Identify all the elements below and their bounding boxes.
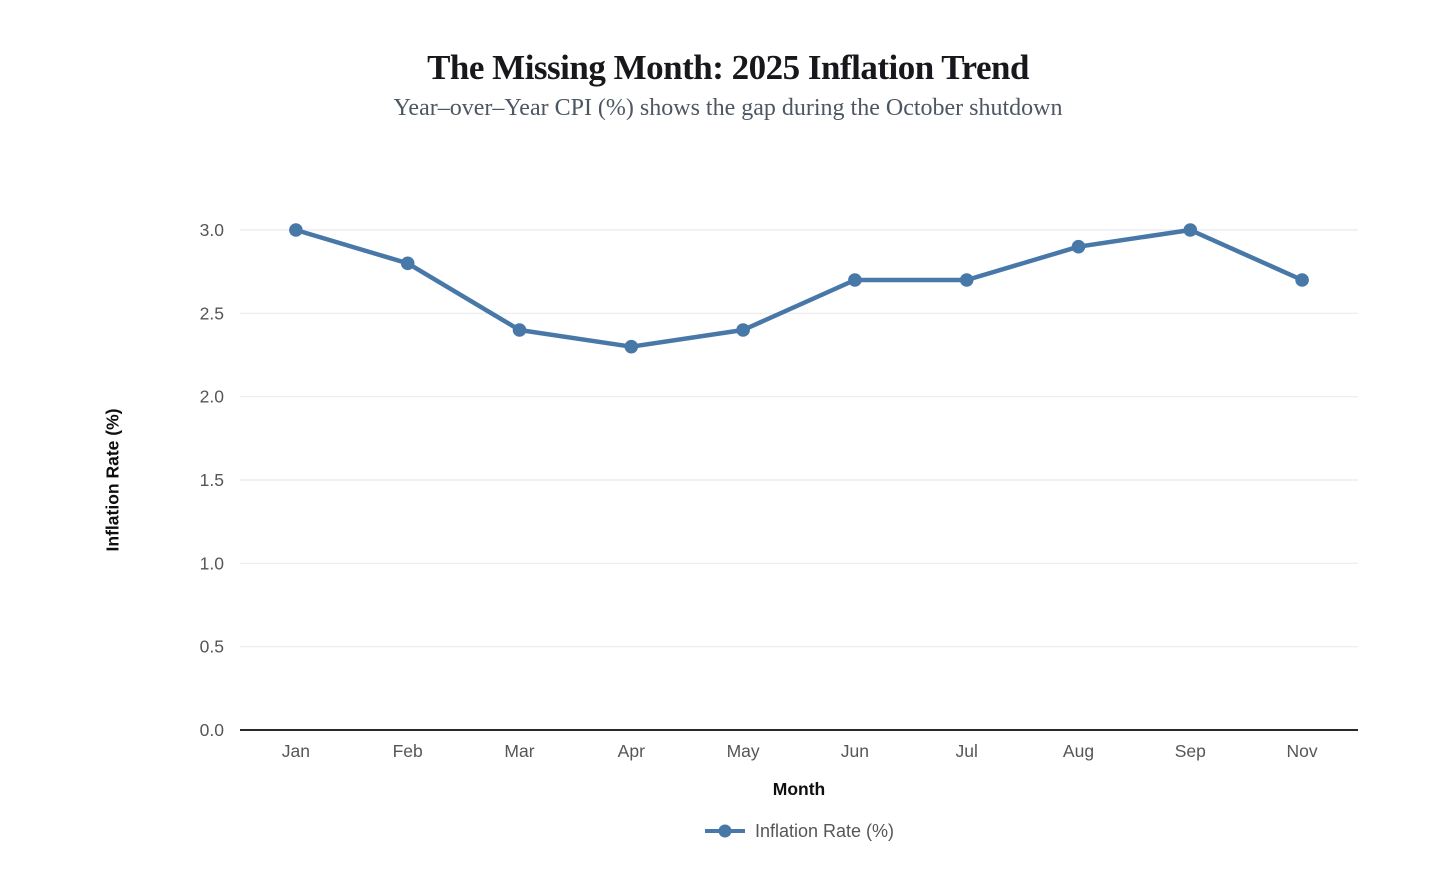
data-point <box>1295 273 1309 287</box>
legend-label: Inflation Rate (%) <box>754 821 895 841</box>
y-axis-title: Inflation Rate (%) <box>102 408 123 552</box>
y-tick-label: 0.5 <box>200 637 224 657</box>
x-axis-title: Month <box>772 779 826 799</box>
y-tick-label: 1.5 <box>200 470 224 490</box>
x-tick-label: Jul <box>956 741 978 761</box>
y-tick-label: 2.5 <box>200 303 224 323</box>
x-tick-label: Jan <box>282 741 310 761</box>
data-point <box>848 273 862 287</box>
data-point <box>1183 223 1198 237</box>
data-point <box>512 323 527 337</box>
trend-line <box>293 227 1305 349</box>
data-point <box>736 323 750 337</box>
data-point <box>624 339 639 354</box>
y-tick-label: 2.0 <box>200 387 225 407</box>
x-tick-label: Aug <box>1063 741 1094 761</box>
legend: Inflation Rate (%) <box>240 819 1358 843</box>
data-point <box>289 223 303 237</box>
legend-line-marker-icon <box>704 823 746 839</box>
y-tick-label: 3.0 <box>200 220 225 240</box>
data-point <box>1071 239 1086 254</box>
x-tick-label: Nov <box>1287 741 1318 761</box>
x-tick-label: Mar <box>504 741 534 761</box>
y-tick-label: 1.0 <box>200 553 225 573</box>
x-tick-label: Jun <box>841 741 869 761</box>
x-tick-label: Apr <box>618 741 645 761</box>
data-point <box>959 273 974 287</box>
chart-subtitle: Year–over–Year CPI (%) shows the gap dur… <box>393 95 1063 121</box>
chart-title: The Missing Month: 2025 Inflation Trend <box>427 48 1029 87</box>
x-tick-label: Feb <box>393 741 423 761</box>
y-tick-label: 0.0 <box>200 720 225 740</box>
x-tick-label: May <box>727 741 760 761</box>
data-point <box>400 256 415 271</box>
x-tick-label: Sep <box>1175 741 1206 761</box>
